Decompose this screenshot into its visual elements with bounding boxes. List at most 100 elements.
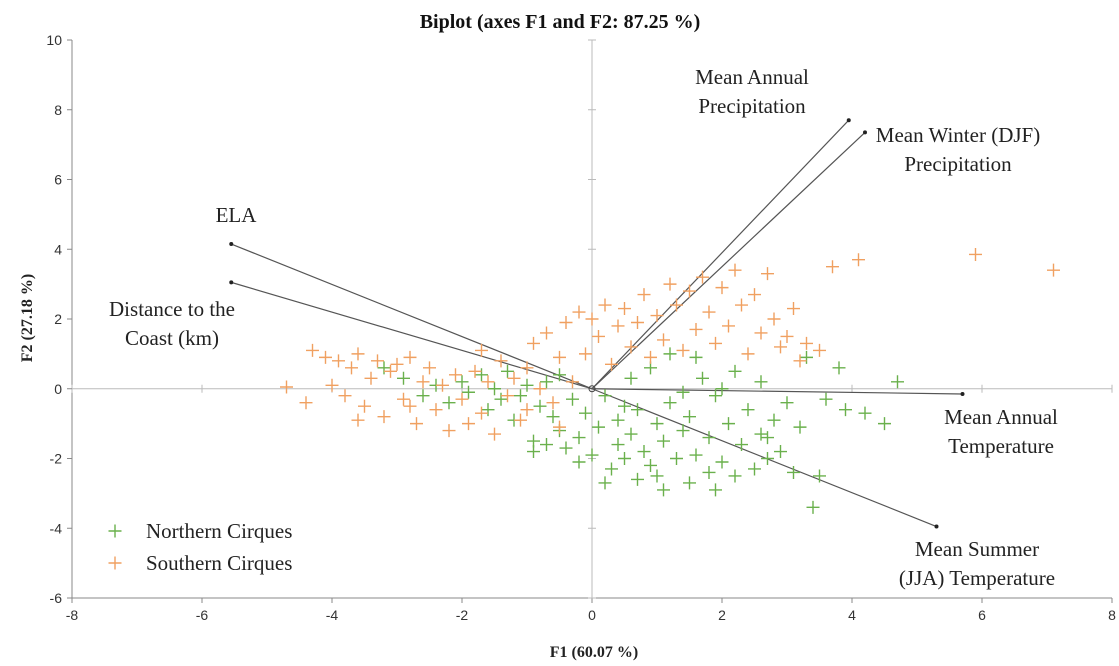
variable-label: Mean Annual Precipitation xyxy=(695,65,809,118)
southern-cirque-point xyxy=(449,368,462,382)
northern-cirque-point xyxy=(709,389,722,403)
southern-cirque-point xyxy=(566,375,579,389)
variable-vector-tip xyxy=(229,280,234,285)
variable-label: Mean Summer (JJA) Temperature xyxy=(899,537,1055,590)
legend-label: Southern Cirques xyxy=(146,551,292,575)
northern-cirque-point xyxy=(397,371,410,385)
northern-cirque-point xyxy=(475,368,488,382)
southern-cirque-point xyxy=(748,288,761,302)
northern-cirque-point xyxy=(832,361,846,375)
variable-label-line: Temperature xyxy=(948,434,1054,458)
variable-vector-line xyxy=(591,388,963,395)
northern-cirque-point xyxy=(754,375,768,389)
northern-cirque-point xyxy=(780,396,794,410)
variable-label: Distance to the Coast (km) xyxy=(109,297,235,350)
northern-cirque-point xyxy=(754,427,768,441)
southern-cirque-point xyxy=(351,347,365,361)
northern-cirque-point xyxy=(819,392,833,406)
southern-cirque-point xyxy=(969,247,982,261)
variable-vectors xyxy=(229,118,965,529)
northern-cirque-point xyxy=(722,417,735,431)
variable-vector-tip xyxy=(846,118,851,123)
northern-cirque-point xyxy=(715,382,729,396)
northern-cirque-point xyxy=(676,424,690,438)
northern-cirque-point xyxy=(488,382,501,396)
y-tick-label: 10 xyxy=(46,32,62,48)
northern-cirque-point xyxy=(533,399,547,413)
northern-cirque-point xyxy=(514,389,527,403)
southern-cirque-point xyxy=(676,343,690,357)
variable-label-line: (JJA) Temperature xyxy=(899,566,1055,590)
variable-label: Mean Winter (DJF) Precipitation xyxy=(876,123,1040,176)
southern-cirque-point xyxy=(514,413,527,427)
northern-cirque-point xyxy=(624,427,638,441)
southern-cirque-point xyxy=(611,319,625,333)
northern-cirque-point xyxy=(572,431,586,445)
southern-cirque-point xyxy=(475,343,488,357)
northern-cirque-point xyxy=(735,438,748,452)
southern-cirque-point xyxy=(637,288,651,302)
southern-cirque-point xyxy=(377,410,391,424)
northern-cirque-point xyxy=(592,420,605,434)
southern-cirque-point xyxy=(735,298,748,312)
southern-cirque-point xyxy=(754,326,768,340)
variable-label: Mean Annual Temperature xyxy=(944,405,1058,458)
southern-cirque-point xyxy=(618,302,631,316)
northern-cirque-point xyxy=(481,403,495,417)
northern-cirque-point xyxy=(540,375,553,389)
northern-cirque-point xyxy=(748,462,761,476)
southern-cirque-point xyxy=(397,392,410,406)
southern-cirque-point xyxy=(520,403,534,417)
southern-cirque-point xyxy=(481,375,495,389)
northern-cirque-point xyxy=(501,364,514,378)
southern-cirque-point xyxy=(1047,263,1060,277)
southern-cirque-point xyxy=(572,305,586,319)
northern-cirque-point xyxy=(741,403,755,417)
southern-cirque-point xyxy=(657,333,670,347)
northern-cirque-point xyxy=(689,448,703,462)
southern-cirque-point xyxy=(494,354,508,368)
northern-cirque-point xyxy=(572,455,586,469)
y-tick-label: -6 xyxy=(50,590,63,606)
variable-label-line: Distance to the xyxy=(109,297,235,321)
variable-label-line: Mean Winter (DJF) xyxy=(876,123,1040,147)
southern-cirque-point xyxy=(553,350,566,364)
variable-vector-tip xyxy=(960,391,965,396)
southern-cirque-point xyxy=(371,354,384,368)
southern-cirque-point xyxy=(852,253,865,267)
southern-cirque-point xyxy=(358,399,371,413)
southern-cirque-point xyxy=(741,347,755,361)
northern-cirque-point xyxy=(715,455,729,469)
variable-vector-line xyxy=(231,281,593,390)
northern-cirque-point xyxy=(650,417,664,431)
southern-cirque-point xyxy=(540,326,553,340)
northern-cirque-point xyxy=(683,476,696,490)
northern-cirque-point xyxy=(793,420,807,434)
southern-cirque-point xyxy=(670,298,683,312)
northern-cirque-point xyxy=(566,392,579,406)
southern-cirque-point xyxy=(520,361,534,375)
variable-vector-tip xyxy=(229,242,234,247)
northern-cirque-point xyxy=(761,431,774,445)
northern-cirque-point xyxy=(878,417,891,431)
y-tick-label: 4 xyxy=(54,241,62,257)
northern-cirque-point xyxy=(657,483,670,497)
southern-cirque-point xyxy=(527,336,540,350)
southern-cirque-point xyxy=(319,350,332,364)
northern-cirque-point xyxy=(631,403,644,417)
southern-cirque-point xyxy=(793,354,807,368)
legend: Northern Cirques Southern Cirques xyxy=(108,519,292,575)
northern-cirque-point xyxy=(813,469,826,483)
southern-cirque-point xyxy=(631,315,644,329)
southern-cirque-point xyxy=(722,319,735,333)
variable-label-line: ELA xyxy=(216,203,258,227)
northern-cirque-point xyxy=(702,465,716,479)
southern-cirque-point xyxy=(546,396,560,410)
southern-cirque-point xyxy=(696,270,709,284)
southern-cirque-point xyxy=(787,302,800,316)
northern-cirque-point xyxy=(644,458,657,472)
variable-label-line: Precipitation xyxy=(904,152,1012,176)
southern-cirque-point xyxy=(429,403,443,417)
x-tick-label: 2 xyxy=(718,607,726,623)
northern-cirque-point xyxy=(553,368,566,382)
